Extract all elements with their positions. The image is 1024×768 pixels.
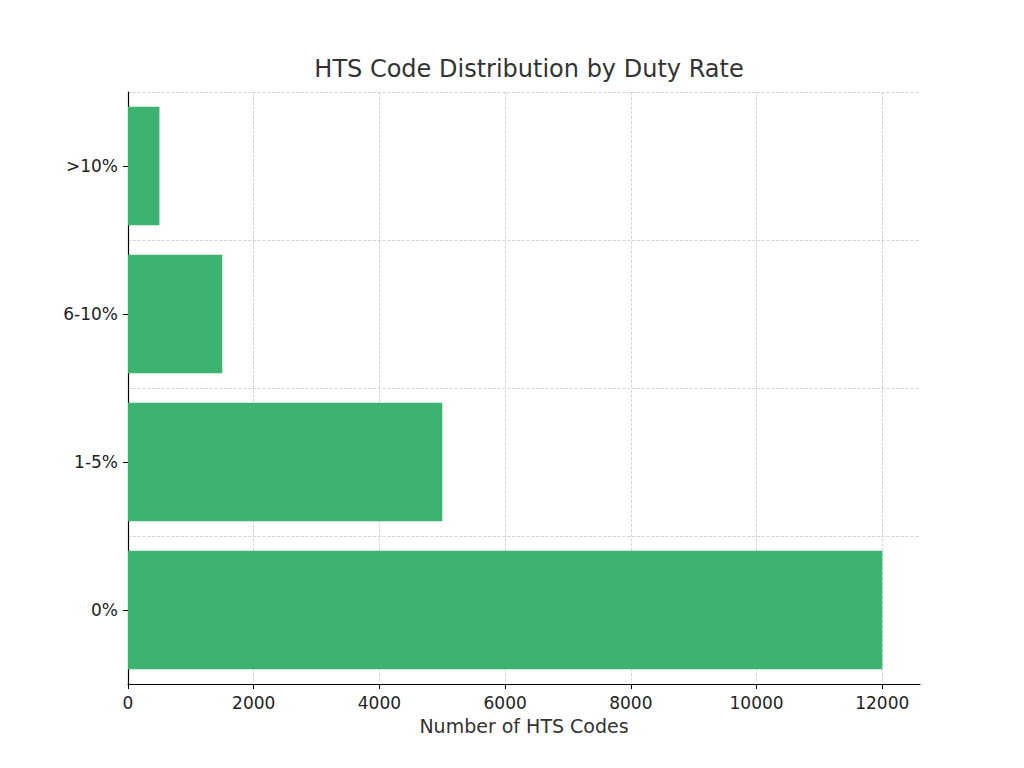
svg-text:Number of HTS Codes: Number of HTS Codes: [419, 715, 628, 737]
svg-text:12000: 12000: [855, 693, 909, 713]
svg-text:6000: 6000: [484, 693, 527, 713]
svg-text:HTS Code Distribution by Duty: HTS Code Distribution by Duty Rate: [314, 55, 743, 83]
svg-text:8000: 8000: [609, 693, 652, 713]
svg-text:10000: 10000: [730, 693, 784, 713]
svg-text:1-5%: 1-5%: [74, 452, 118, 472]
svg-text:6-10%: 6-10%: [63, 304, 118, 324]
svg-text:0: 0: [123, 693, 134, 713]
svg-text:>10%: >10%: [66, 156, 118, 176]
svg-text:2000: 2000: [232, 693, 275, 713]
svg-text:0%: 0%: [91, 600, 118, 620]
svg-text:4000: 4000: [358, 693, 401, 713]
